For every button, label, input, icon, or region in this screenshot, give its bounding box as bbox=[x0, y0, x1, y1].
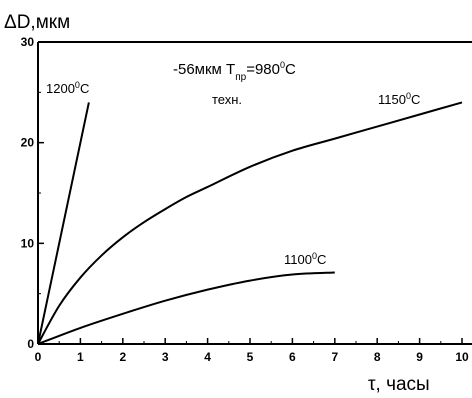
series-layer bbox=[37, 101, 463, 345]
annotation-subscript: пр bbox=[235, 72, 246, 83]
y-tick-label: 20 bbox=[21, 136, 35, 150]
annotation-superscript: 0 bbox=[280, 60, 285, 70]
x-tick-label: 1 bbox=[77, 350, 84, 364]
x-tick-label: 4 bbox=[204, 350, 211, 364]
annotation-value: =980 bbox=[246, 61, 280, 78]
y-axis-title: ΔD,мкм bbox=[4, 12, 70, 33]
x-tick-label: 6 bbox=[289, 350, 296, 364]
x-tick-label: 2 bbox=[119, 350, 126, 364]
y-tick-label: 0 bbox=[27, 337, 34, 351]
y-tick-label: 30 bbox=[21, 35, 35, 49]
x-tick-label: 3 bbox=[162, 350, 169, 364]
x-tick-label: 0 bbox=[35, 350, 42, 364]
series-1150-line bbox=[37, 101, 463, 345]
series-label-1200: 12000C bbox=[46, 80, 89, 96]
annotation-prefix: -56мкм T bbox=[173, 61, 235, 78]
annotation-condition: -56мкм Tпр=9800C bbox=[173, 60, 296, 83]
axes: 0 1 2 3 4 5 6 7 8 9 10 0 10 20 30 bbox=[21, 35, 472, 364]
series-label-1150: 11500C bbox=[378, 91, 420, 107]
x-tick-label: 8 bbox=[374, 350, 381, 364]
x-tick-label: 7 bbox=[331, 350, 338, 364]
x-tick-label: 5 bbox=[247, 350, 254, 364]
annotation-unit: C bbox=[285, 61, 296, 78]
x-tick-label: 9 bbox=[416, 350, 423, 364]
series-label-1100: 11000C bbox=[284, 251, 326, 267]
y-tick-label: 10 bbox=[21, 236, 35, 250]
series-1100-line bbox=[37, 271, 335, 345]
x-axis-title: τ, часы bbox=[368, 374, 430, 395]
series-1200-line bbox=[37, 102, 90, 345]
annotation-tech: техн. bbox=[212, 92, 242, 107]
x-tick-label: 10 bbox=[455, 350, 469, 364]
